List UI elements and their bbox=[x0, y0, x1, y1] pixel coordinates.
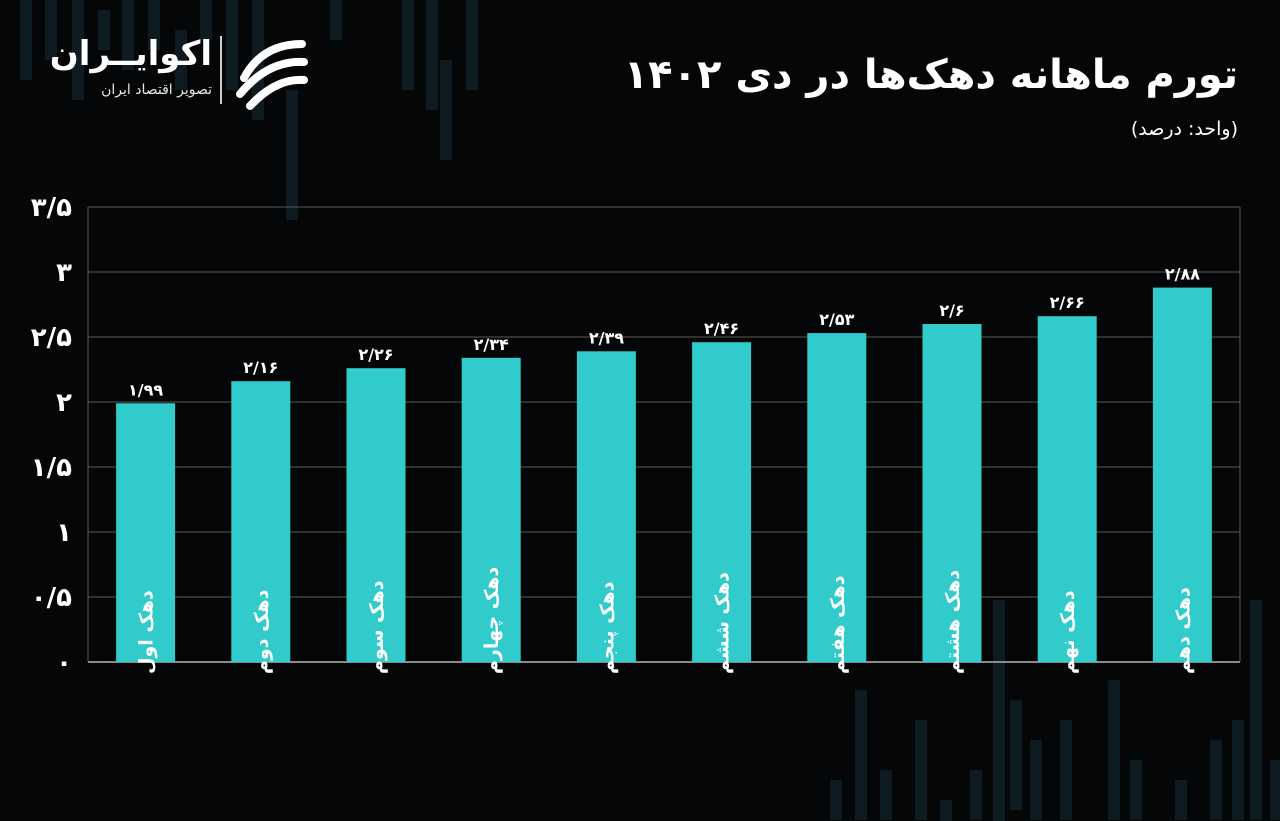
decorative-bar bbox=[20, 0, 32, 80]
x-tick-label: دهک اول bbox=[136, 590, 158, 674]
logo-tagline: تصویر اقتصاد ایران bbox=[101, 82, 212, 98]
decorative-bar bbox=[226, 0, 238, 90]
x-tick-label: دهک پنجم bbox=[596, 581, 618, 674]
x-tick-label: دهک چهارم bbox=[481, 567, 503, 674]
data-label: ۲/۶۶ bbox=[1050, 293, 1085, 312]
bar bbox=[922, 324, 982, 662]
decorative-bar bbox=[286, 90, 298, 220]
bar bbox=[116, 403, 176, 662]
x-tick-label: دهک نهم bbox=[1057, 590, 1079, 674]
bar bbox=[461, 357, 521, 662]
data-label: ۲/۸۸ bbox=[1165, 265, 1200, 284]
decorative-bar bbox=[72, 0, 84, 100]
unit-label: (واحد: درصد) bbox=[1130, 118, 1238, 140]
data-label: ۱/۹۹ bbox=[128, 380, 163, 399]
swirl-logo-icon bbox=[236, 40, 308, 110]
data-label: ۲/۲۶ bbox=[358, 345, 393, 364]
decorative-bar bbox=[45, 0, 57, 60]
y-tick-label: ۳/۵ bbox=[31, 193, 72, 223]
decorative-bar bbox=[175, 30, 187, 90]
decorative-bar bbox=[1270, 760, 1280, 820]
y-tick-label: ۲ bbox=[56, 388, 72, 418]
x-tick-label: دهک هفتم bbox=[827, 575, 849, 674]
decorative-bar bbox=[122, 0, 134, 70]
y-tick-label: ۱/۵ bbox=[31, 453, 72, 483]
bar bbox=[692, 342, 752, 662]
data-label: ۲/۳۴ bbox=[474, 335, 509, 354]
decorative-bar bbox=[970, 770, 982, 820]
decorative-bar bbox=[1030, 740, 1042, 820]
decorative-bar bbox=[200, 0, 212, 40]
logo-name: اکوایــران bbox=[49, 34, 212, 74]
bar bbox=[807, 333, 867, 662]
decorative-bar bbox=[855, 690, 867, 820]
x-tick-label: دهک دهم bbox=[1172, 587, 1194, 674]
x-tick-label: دهک سوم bbox=[366, 580, 388, 674]
data-label: ۲/۳۹ bbox=[589, 328, 624, 347]
decorative-bar bbox=[402, 0, 414, 90]
bar bbox=[1037, 316, 1097, 662]
decorative-bar bbox=[1250, 600, 1262, 820]
decorative-bar bbox=[440, 60, 452, 160]
decorative-bar bbox=[915, 720, 927, 820]
x-tick-label: دهک دوم bbox=[251, 589, 273, 674]
decorative-bar bbox=[1175, 780, 1187, 820]
y-tick-label: ۰ bbox=[56, 648, 72, 678]
decorative-bar bbox=[98, 10, 110, 50]
x-tick-label: دهک ششم bbox=[712, 572, 734, 674]
decorative-bar bbox=[1108, 680, 1120, 820]
x-tick-label: دهک هشتم bbox=[942, 570, 964, 674]
y-tick-label: ۲/۵ bbox=[31, 323, 72, 353]
bar bbox=[576, 351, 636, 662]
bar bbox=[1152, 287, 1212, 662]
y-tick-label: ۳ bbox=[56, 258, 72, 288]
decorative-bar bbox=[1232, 720, 1244, 820]
decorative-bar bbox=[330, 0, 342, 40]
decorative-bar bbox=[880, 770, 892, 820]
decorative-bar bbox=[830, 780, 842, 820]
decorative-bar bbox=[993, 600, 1005, 821]
decorative-bar bbox=[1060, 720, 1072, 820]
bar bbox=[346, 368, 406, 662]
data-label: ۲/۴۶ bbox=[704, 319, 739, 338]
decorative-bar bbox=[466, 0, 478, 90]
bar bbox=[231, 381, 291, 662]
data-label: ۲/۱۶ bbox=[243, 358, 278, 377]
decorative-bar bbox=[940, 800, 952, 821]
data-label: ۲/۶ bbox=[939, 301, 964, 320]
decorative-bar bbox=[1210, 740, 1222, 820]
y-tick-label: ۱ bbox=[56, 518, 72, 548]
decorative-bar bbox=[1130, 760, 1142, 820]
logo-separator bbox=[220, 36, 222, 104]
data-label: ۲/۵۳ bbox=[819, 310, 854, 329]
logo: اکوایــران تصویر اقتصاد ایران bbox=[40, 28, 320, 118]
chart-title: تورم ماهانه دهک‌ها در دی ۱۴۰۲ bbox=[623, 52, 1238, 98]
y-tick-label: ۰/۵ bbox=[31, 583, 72, 613]
decorative-bar bbox=[426, 0, 438, 110]
decorative-bar bbox=[1010, 700, 1022, 810]
decorative-bar bbox=[148, 0, 160, 50]
